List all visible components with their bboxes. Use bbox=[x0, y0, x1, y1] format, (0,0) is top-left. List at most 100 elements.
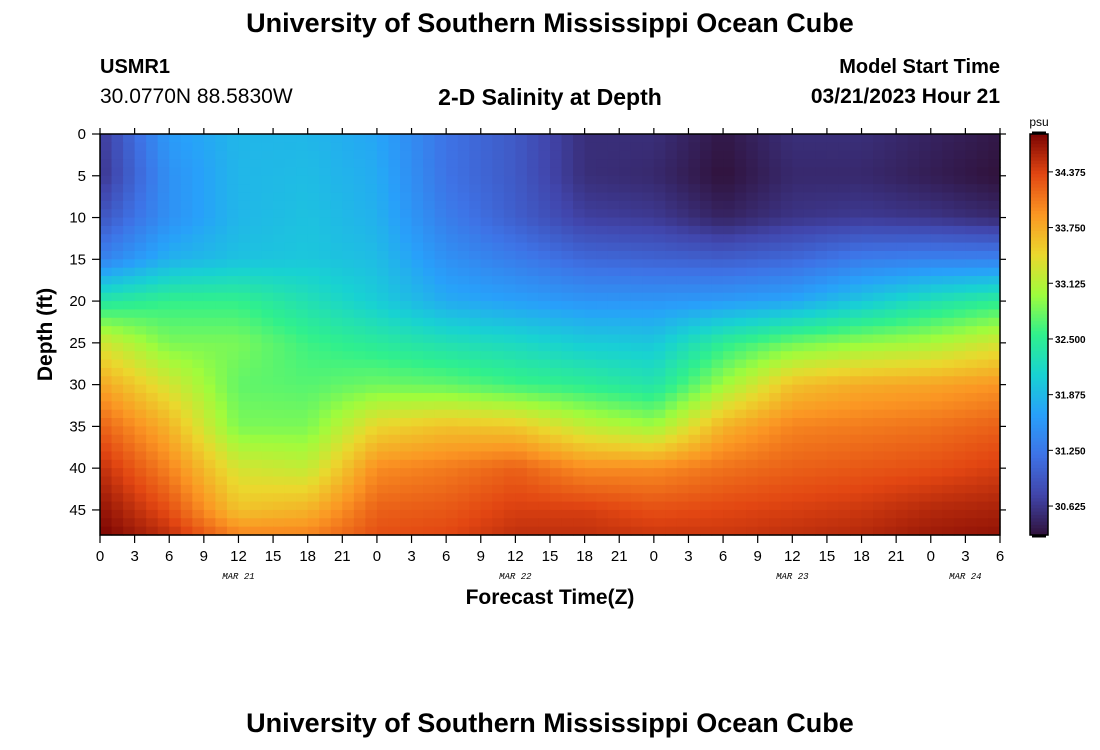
heatmap-cell bbox=[861, 484, 874, 494]
heatmap-cell bbox=[157, 167, 170, 177]
heatmap-cell bbox=[746, 493, 759, 503]
heatmap-cell bbox=[850, 159, 863, 169]
heatmap-cell bbox=[642, 501, 655, 511]
heatmap-cell bbox=[215, 142, 228, 152]
heatmap-cell bbox=[376, 334, 390, 344]
heatmap-cell bbox=[619, 409, 632, 419]
heatmap-cell bbox=[434, 317, 447, 327]
heatmap-cell bbox=[273, 267, 286, 277]
heatmap-cell bbox=[226, 359, 240, 369]
heatmap-cell bbox=[411, 384, 424, 394]
heatmap-cell bbox=[284, 184, 297, 194]
heatmap-cell bbox=[100, 134, 113, 143]
colorbar-swatch bbox=[1030, 150, 1048, 155]
heatmap-cell bbox=[953, 459, 966, 469]
heatmap-cell bbox=[919, 392, 932, 402]
x-tick-label: 3 bbox=[407, 548, 415, 565]
heatmap-cell bbox=[273, 434, 286, 444]
heatmap-cell bbox=[780, 334, 793, 344]
heatmap-cell bbox=[273, 317, 286, 327]
heatmap-cell bbox=[238, 493, 251, 503]
heatmap-cell bbox=[873, 134, 886, 143]
heatmap-cell bbox=[676, 175, 690, 185]
heatmap-cell bbox=[100, 509, 113, 519]
colorbar-swatch bbox=[1030, 418, 1048, 422]
heatmap-cell bbox=[780, 150, 793, 160]
heatmap-cell bbox=[526, 518, 540, 528]
heatmap-cell bbox=[492, 501, 505, 511]
heatmap-cell bbox=[342, 434, 355, 444]
heatmap-cell bbox=[434, 426, 447, 436]
heatmap-cell bbox=[965, 409, 978, 419]
colorbar-swatch bbox=[1030, 227, 1048, 232]
heatmap-cell bbox=[700, 501, 713, 511]
heatmap-cell bbox=[988, 484, 1001, 494]
heatmap-cell bbox=[884, 509, 897, 519]
heatmap-cell bbox=[169, 401, 182, 411]
heatmap-cell bbox=[619, 334, 632, 344]
heatmap-cell bbox=[538, 409, 551, 419]
heatmap-cell bbox=[688, 250, 701, 260]
heatmap-cell bbox=[700, 150, 713, 160]
heatmap-cell bbox=[307, 225, 320, 235]
heatmap-cell bbox=[653, 484, 666, 494]
heatmap-cell bbox=[434, 384, 447, 394]
heatmap-cell bbox=[930, 392, 943, 402]
heatmap-cell bbox=[711, 167, 724, 177]
heatmap-cell bbox=[746, 401, 759, 411]
heatmap-cell bbox=[353, 342, 366, 352]
heatmap-cell bbox=[919, 326, 932, 336]
colorbar-swatch bbox=[1030, 137, 1048, 142]
heatmap-cell bbox=[526, 426, 540, 436]
heatmap-cell bbox=[146, 242, 159, 252]
heatmap-cell bbox=[250, 459, 263, 469]
heatmap-cell bbox=[284, 276, 297, 285]
heatmap-cell bbox=[261, 301, 274, 311]
heatmap-cell bbox=[700, 518, 713, 528]
heatmap-cell bbox=[261, 351, 274, 361]
heatmap-cell bbox=[561, 192, 574, 202]
heatmap-cell bbox=[757, 459, 770, 469]
heatmap-cell bbox=[653, 159, 666, 169]
heatmap-cell bbox=[734, 376, 747, 386]
heatmap-cell bbox=[526, 142, 540, 152]
heatmap-cell bbox=[746, 225, 759, 235]
heatmap-cell bbox=[642, 418, 655, 427]
heatmap-cell bbox=[215, 326, 228, 336]
heatmap-cell bbox=[215, 409, 228, 419]
heatmap-cell bbox=[826, 250, 840, 260]
colorbar-swatch bbox=[1030, 157, 1048, 162]
heatmap-cell bbox=[630, 509, 643, 519]
heatmap-cell bbox=[884, 142, 897, 152]
heatmap-cell bbox=[838, 292, 851, 302]
heatmap-cell bbox=[261, 175, 274, 185]
heatmap-cell bbox=[457, 418, 470, 427]
heatmap-cell bbox=[215, 401, 228, 411]
heatmap-cell bbox=[953, 493, 966, 503]
heatmap-cell bbox=[826, 409, 840, 419]
heatmap-cell bbox=[676, 317, 690, 327]
heatmap-cell bbox=[642, 409, 655, 419]
heatmap-cell bbox=[226, 526, 240, 536]
heatmap-cell bbox=[757, 351, 770, 361]
heatmap-cell bbox=[111, 426, 124, 436]
heatmap-cell bbox=[157, 401, 170, 411]
heatmap-cell bbox=[515, 317, 528, 327]
heatmap-cell bbox=[584, 342, 597, 352]
colorbar-swatch bbox=[1030, 204, 1048, 209]
heatmap-cell bbox=[492, 342, 505, 352]
heatmap-cell bbox=[884, 276, 897, 285]
heatmap-cell bbox=[238, 342, 251, 352]
heatmap-cell bbox=[861, 159, 874, 169]
heatmap-cell bbox=[134, 526, 147, 536]
heatmap-cell bbox=[988, 334, 1001, 344]
heatmap-cell bbox=[861, 426, 874, 436]
heatmap-cell bbox=[376, 292, 390, 302]
heatmap-cell bbox=[907, 451, 920, 461]
heatmap-cell bbox=[330, 359, 343, 369]
heatmap-cell bbox=[123, 501, 136, 511]
heatmap-cell bbox=[838, 401, 851, 411]
heatmap-cell bbox=[780, 284, 793, 294]
heatmap-cell bbox=[884, 184, 897, 194]
heatmap-cell bbox=[988, 292, 1001, 302]
